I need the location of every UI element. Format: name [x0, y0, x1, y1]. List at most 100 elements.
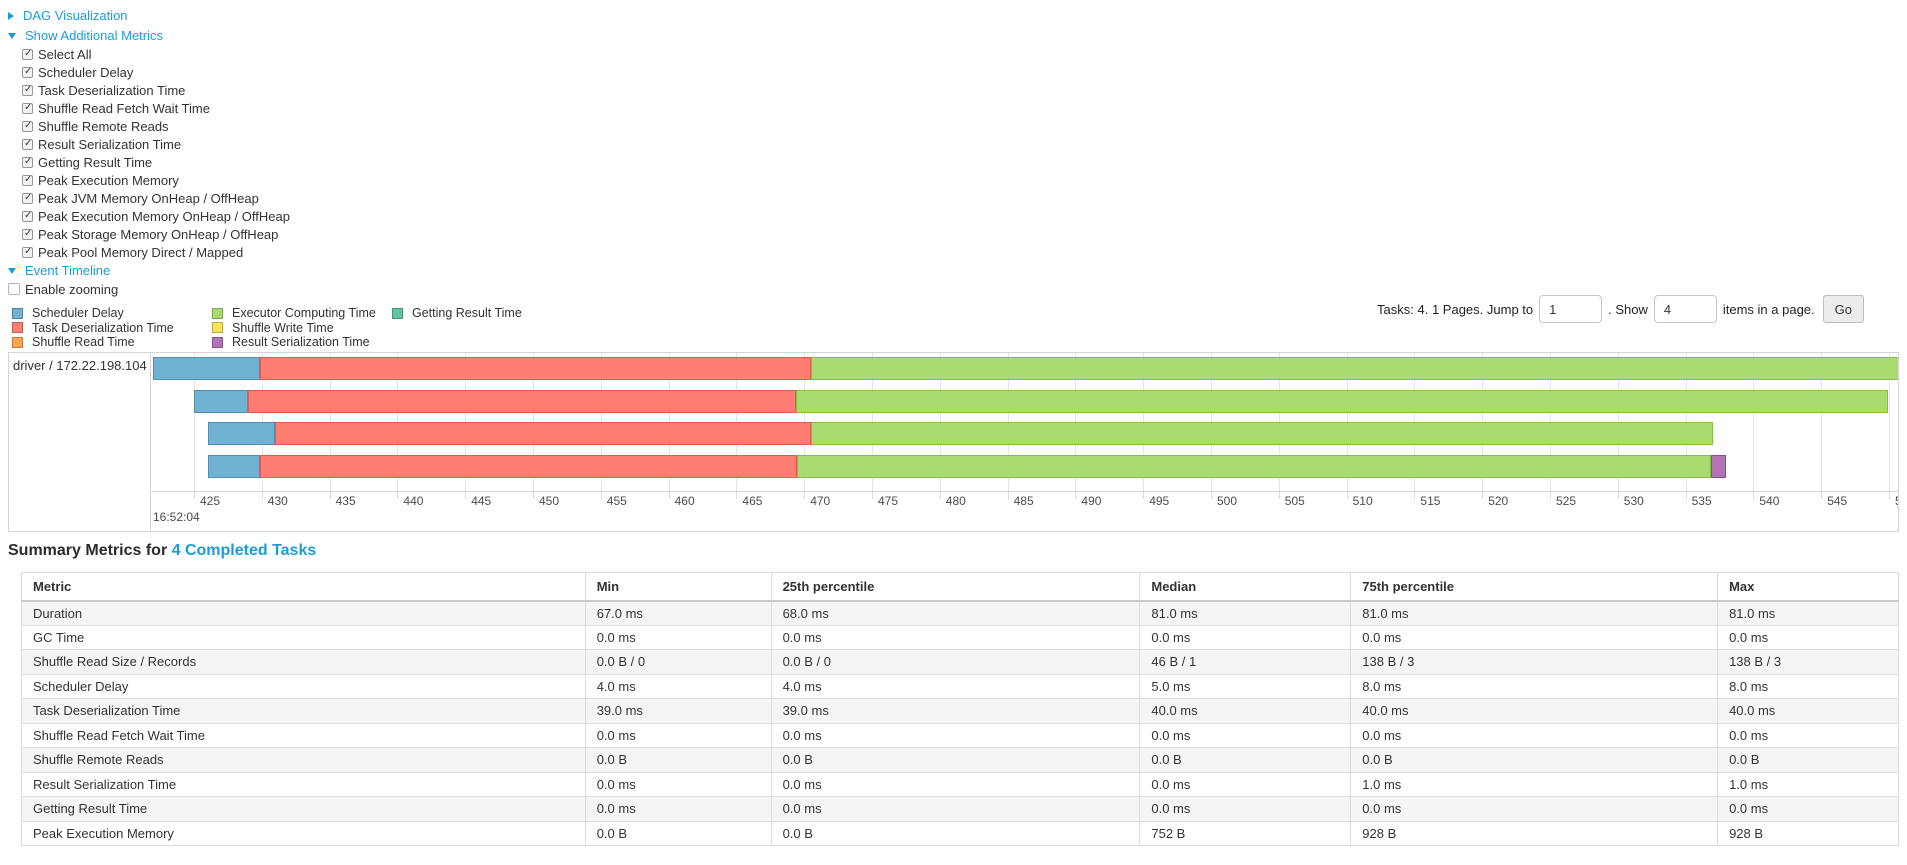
timeline-plot-area[interactable]: 16:52:04 425 430 435 440 445 450 455 460 465 470 4… [151, 353, 1898, 531]
checkbox[interactable] [22, 210, 33, 222]
axis-tick [329, 491, 331, 499]
checkbox[interactable] [22, 48, 33, 60]
metric-checkbox-item[interactable]: Scheduler Delay [8, 63, 290, 81]
show-additional-metrics-toggle[interactable]: Show Additional Metrics [8, 26, 290, 45]
metric-checkbox-item[interactable]: Shuffle Read Fetch Wait Time [8, 99, 290, 117]
checkbox[interactable] [22, 66, 33, 78]
expanded-arrow-icon [8, 32, 16, 39]
legend-column: Scheduler Delay Task Deserialization Time… [12, 306, 212, 350]
table-row: Getting Result Time 0.0 ms 0.0 ms 0.0 ms 0.0… [21, 796, 1899, 822]
task-bar-segment-task-deserialization[interactable] [260, 454, 798, 478]
event-timeline-toggle[interactable]: Event Timeline [8, 261, 290, 280]
metric-value-cell: 0.0 B / 0 [770, 649, 1141, 675]
task-bar-segment-executor-computing[interactable] [810, 422, 1713, 445]
enable-zooming-checkbox[interactable] [8, 283, 20, 295]
task-bar-segment-executor-computing[interactable] [796, 389, 1888, 413]
metric-value-cell: 40.0 ms [1350, 698, 1719, 724]
metric-checkbox-item[interactable]: Peak Execution Memory OnHeap / OffHeap [8, 207, 290, 225]
column-header: Min [584, 572, 772, 602]
metric-value-cell: 928 B [1350, 820, 1719, 846]
jump-to-page-input[interactable] [1539, 295, 1603, 323]
axis-tick-label: 530 [1623, 494, 1644, 508]
metric-value-cell: 928 B [1717, 820, 1899, 846]
metric-value-cell: 39.0 ms [770, 698, 1141, 724]
task-bar-segment-scheduler-delay[interactable] [207, 422, 276, 445]
metric-name-cell: Duration [21, 600, 586, 626]
metric-value-cell: 0.0 ms [1350, 722, 1719, 748]
task-bar-segment-executor-computing[interactable] [797, 454, 1712, 478]
completed-tasks-link[interactable]: 4 Completed Tasks [171, 542, 317, 559]
legend-item: Getting Result Time [392, 306, 522, 321]
dag-visualization-label: DAG Visualization [23, 8, 128, 23]
checkbox[interactable] [22, 246, 33, 258]
task-bar-segment-scheduler-delay[interactable] [194, 389, 249, 413]
metric-checkbox-item[interactable]: Peak JVM Memory OnHeap / OffHeap [8, 189, 290, 207]
metric-name-cell: Getting Result Time [21, 796, 586, 822]
metric-value-cell: 81.0 ms [1350, 600, 1719, 626]
axis-tick [600, 491, 602, 499]
metric-value-cell: 1.0 ms [1717, 771, 1899, 797]
metric-checkbox-item[interactable]: Getting Result Time [8, 153, 290, 171]
checkbox-label: Shuffle Read Fetch Wait Time [38, 100, 210, 116]
task-bar-segment-executor-computing[interactable] [810, 357, 1898, 380]
checkbox[interactable] [22, 120, 33, 132]
metric-name-cell: Shuffle Read Size / Records [21, 649, 586, 675]
event-timeline-label: Event Timeline [25, 263, 111, 278]
axis-tick-label: 475 [878, 494, 899, 508]
checkbox-label: Peak Storage Memory OnHeap / OffHeap [38, 226, 279, 242]
metric-name-cell: Shuffle Read Fetch Wait Time [21, 722, 586, 748]
metric-checkbox-item[interactable]: Shuffle Remote Reads [8, 117, 290, 135]
metric-checkbox-item[interactable]: Peak Storage Memory OnHeap / OffHeap [8, 225, 290, 243]
axis-tick-label: 440 [403, 494, 424, 508]
checkbox[interactable] [22, 138, 33, 150]
axis-tick [804, 491, 806, 499]
axis-tick-label: 465 [742, 494, 763, 508]
metric-checkbox-item[interactable]: Peak Execution Memory [8, 171, 290, 189]
enable-zooming-checkbox-item[interactable]: Enable zooming [8, 280, 290, 298]
axis-tick-label: 505 [1284, 494, 1305, 508]
task-bar-segment-result-serialization[interactable] [1711, 454, 1727, 478]
metric-value-cell: 0.0 ms [1139, 624, 1352, 650]
metric-checkbox-item[interactable]: Select All [8, 45, 290, 63]
metric-value-cell: 4.0 ms [770, 673, 1141, 699]
metric-checkbox-item[interactable]: Result Serialization Time [8, 135, 290, 153]
table-row: Shuffle Remote Reads 0.0 B 0.0 B 0.0 B 0.0 B… [21, 747, 1899, 773]
checkbox[interactable] [22, 156, 33, 168]
axis-tick-label: 430 [267, 494, 288, 508]
axis-tick-label: 540 [1759, 494, 1780, 508]
task-bar-segment-task-deserialization[interactable] [260, 357, 811, 380]
go-button[interactable]: Go [1822, 295, 1864, 323]
task-bar-segment-task-deserialization[interactable] [248, 389, 797, 413]
checkbox[interactable] [22, 228, 33, 240]
metric-value-cell: 0.0 B / 0 [584, 649, 772, 675]
timeline-legend: Scheduler Delay Task Deserialization Time… [12, 306, 522, 350]
checkbox[interactable] [22, 174, 33, 186]
metric-value-cell: 0.0 B [584, 747, 772, 773]
checkbox[interactable] [22, 192, 33, 204]
dag-visualization-toggle[interactable]: DAG Visualization [8, 5, 290, 26]
checkbox[interactable] [22, 102, 33, 114]
legend-label: Shuffle Write Time [232, 320, 334, 335]
metric-value-cell: 0.0 B [1350, 747, 1719, 773]
pagination-summary-text: Tasks: 4. 1 Pages. Jump to [1377, 301, 1534, 317]
axis-tick [1007, 491, 1009, 499]
metric-name-cell: Shuffle Remote Reads [21, 747, 586, 773]
gridline [1821, 353, 1823, 491]
metric-checkbox-item[interactable]: Task Deserialization Time [8, 81, 290, 99]
metric-value-cell: 39.0 ms [584, 698, 772, 724]
checkbox-label: Getting Result Time [38, 154, 153, 170]
task-deserialization-swatch-icon [12, 322, 23, 334]
metric-value-cell: 40.0 ms [1139, 698, 1352, 724]
task-bar-segment-scheduler-delay[interactable] [153, 357, 261, 380]
column-header: 75th percentile [1350, 572, 1719, 602]
column-header: Median [1139, 572, 1352, 602]
axis-tick [1075, 491, 1077, 499]
items-per-page-input[interactable] [1653, 295, 1717, 323]
axis-tick [261, 491, 263, 499]
task-bar-segment-task-deserialization[interactable] [275, 422, 811, 445]
show-additional-metrics-label: Show Additional Metrics [25, 28, 164, 43]
task-bar-segment-scheduler-delay[interactable] [207, 454, 261, 478]
checkbox[interactable] [22, 84, 33, 96]
executor-group-label: driver / 172.22.198.104 [13, 358, 147, 373]
metric-checkbox-item[interactable]: Peak Pool Memory Direct / Mapped [8, 243, 290, 261]
